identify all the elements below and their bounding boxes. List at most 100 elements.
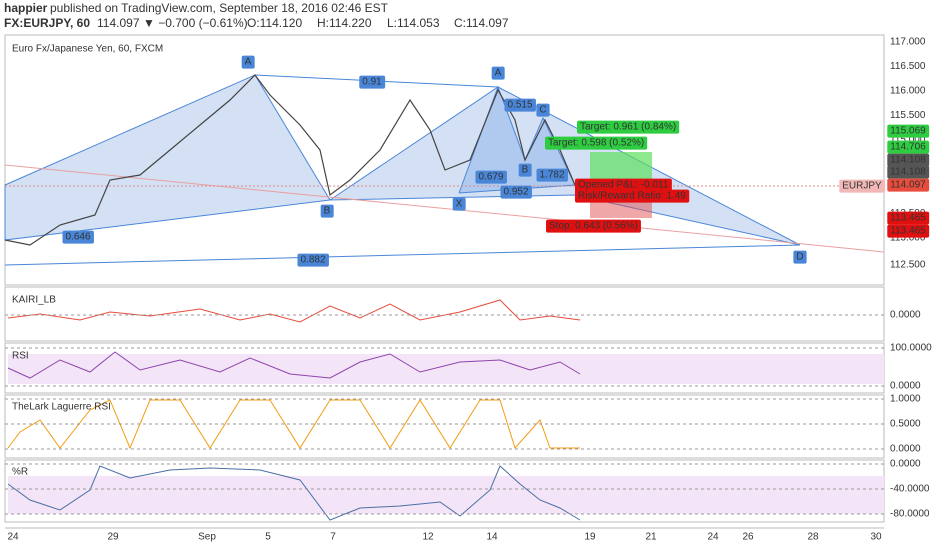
ratio-label-box <box>475 170 507 184</box>
pattern-point-box <box>241 55 255 69</box>
price-tick-label: 115.000 <box>890 135 926 146</box>
change: ▼ −0.700 (−0.61%) <box>143 16 248 30</box>
price-series <box>4 74 576 246</box>
pattern-point-box <box>793 250 807 264</box>
last-price: 114.097 <box>97 16 140 30</box>
pattern-point-box <box>452 197 466 211</box>
ratio-label: 0.646 <box>65 232 90 243</box>
pane-title: RSI <box>12 351 29 362</box>
indicator-tick-label: -80.0000 <box>890 509 930 520</box>
price-badge: 113.465 <box>890 213 926 224</box>
laguerre-series <box>7 399 580 450</box>
indicator-tick-label: 0.0000 <box>890 444 921 455</box>
price-badge-box <box>887 224 930 238</box>
pattern-point-box <box>320 204 334 218</box>
ratio-label-box <box>536 168 568 182</box>
x-tick-label: 7 <box>330 532 336 543</box>
ratio-label: 0.882 <box>300 255 325 266</box>
pattern-point: C <box>539 105 546 116</box>
rsi-band <box>8 354 884 384</box>
pattern-point: D <box>796 252 803 263</box>
price-tick-label: 117.000 <box>890 37 926 48</box>
target-label: Target: 0.598 (0.52%) <box>548 138 644 149</box>
indicator-tick-label: 0.0000 <box>890 310 921 321</box>
rsi-series <box>7 351 581 379</box>
ratio-label-box <box>500 185 532 199</box>
trend-line <box>4 164 885 253</box>
x-tick-label: 26 <box>742 532 754 543</box>
price-badge-box <box>887 153 930 167</box>
indicator-tick-label: 1.0000 <box>890 394 921 405</box>
open: O:114.120 <box>247 16 302 30</box>
x-tick-label: 24 <box>7 532 19 543</box>
position-label-box <box>575 178 672 192</box>
price-tick-label: 116.000 <box>890 86 926 97</box>
target-label-box <box>545 136 648 150</box>
x-tick-label: 29 <box>107 532 119 543</box>
x-tick-label: 28 <box>807 532 819 543</box>
indicator-tick-label: -40.0000 <box>890 484 930 495</box>
price-badge: 114.108 <box>890 155 926 166</box>
price-tick-label: 112.500 <box>890 260 926 271</box>
price-badge: 114.706 <box>890 142 926 153</box>
ratio-label-box <box>297 253 329 267</box>
pattern-point: A <box>495 68 502 79</box>
indicator-tick-label: 0.0000 <box>890 381 921 392</box>
pattern-point: B <box>324 206 331 217</box>
symbol-badge-box <box>839 179 886 193</box>
symbol-badge: EURJPY <box>842 181 882 192</box>
indicator-tick-label: 100.0000 <box>890 343 932 354</box>
x-tick-label: 12 <box>422 532 434 543</box>
williams-band <box>8 476 884 514</box>
pattern-point-box <box>536 103 550 117</box>
stop-label: Stop: 0.643 (0.56%) <box>549 221 638 232</box>
ratio-label: 1.782 <box>539 170 564 181</box>
x-tick-label: 5 <box>265 532 271 543</box>
price-tick-label: 115.500 <box>890 110 926 121</box>
x-tick-label: Sep <box>198 532 216 543</box>
stop-label-box <box>546 219 641 233</box>
target-label-box <box>577 120 680 134</box>
ratio-label: 0.515 <box>507 100 532 111</box>
x-tick-label: 21 <box>645 532 657 543</box>
ratio-label-box <box>359 75 386 89</box>
price-tick-label: 116.500 <box>890 61 926 72</box>
pattern-point-box <box>491 66 505 80</box>
price-tick-label: 113.000 <box>890 233 926 244</box>
low: L:114.053 <box>387 16 440 30</box>
laguerre-pane <box>4 394 885 459</box>
x-tick-label: 14 <box>486 532 498 543</box>
price-badge-box <box>887 165 930 179</box>
indicator-tick-label: 0.5000 <box>890 419 921 430</box>
price-badge: 115.069 <box>890 126 926 137</box>
pane-title: TheLark Laguerre RSI <box>12 402 111 413</box>
x-tick-label: 24 <box>707 532 719 543</box>
ratio-label-box <box>504 98 536 112</box>
price-badge-box <box>887 211 930 225</box>
pattern-point: A <box>245 57 252 68</box>
x-tick-label: 30 <box>870 532 882 543</box>
ratio-label: 0.952 <box>503 187 528 198</box>
symbol: FX:EURJPY, 60 <box>4 16 90 30</box>
position-label-box <box>575 189 690 203</box>
pane-title: %R <box>12 467 28 478</box>
ratio-label: 0.91 <box>362 77 382 88</box>
pane-title: KAIRI_LB <box>12 295 56 306</box>
kairi-pane <box>4 286 885 342</box>
pattern-line <box>4 244 801 266</box>
price-badge-box <box>887 178 930 192</box>
published: published on TradingView.com, September … <box>50 1 389 15</box>
close: C:114.097 <box>454 16 509 30</box>
price-badge: 114.108 <box>890 167 926 178</box>
price-badge-box <box>887 124 930 138</box>
position-label: Opened P&L: -0.011 <box>578 180 669 191</box>
price-badge-box <box>887 140 930 154</box>
price-badge: 113.465 <box>890 226 926 237</box>
williams-series <box>7 465 581 521</box>
x-tick-label: 19 <box>584 532 596 543</box>
pattern-point-box <box>518 163 532 177</box>
position-label: Risk/Reward Ratio: 1.49 <box>578 191 686 202</box>
pane-title: Euro Fx/Japanese Yen, 60, FXCM <box>12 44 163 55</box>
author[interactable]: happier <box>4 1 48 15</box>
